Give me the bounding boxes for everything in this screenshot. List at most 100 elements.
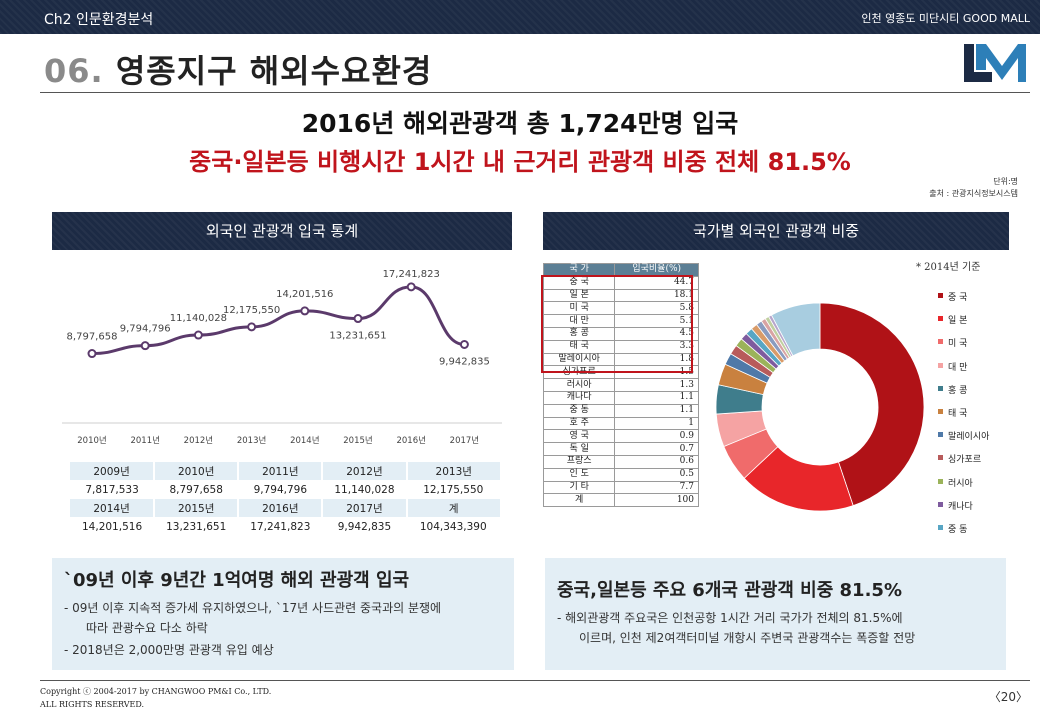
legend-label: 중 국 bbox=[948, 293, 968, 303]
country-row: 영 국 0.9 bbox=[542, 429, 699, 444]
country-name: 인 도 bbox=[542, 467, 616, 482]
title-divider bbox=[40, 92, 1030, 93]
summary-left-line1: - 09년 이후 지속적 증가세 유지하였으나, `17년 사드관련 중국과의 … bbox=[64, 601, 442, 615]
project-name: 인천 영종도 미단시티 GOOD MALL bbox=[861, 12, 1030, 25]
legend-swatch bbox=[938, 316, 943, 322]
year-value-cell: 9,942,835 bbox=[322, 517, 407, 536]
country-row: 중 동 1.1 bbox=[542, 403, 699, 418]
country-name: 프랑스 bbox=[542, 454, 616, 469]
legend-swatch bbox=[938, 362, 943, 368]
legend-swatch bbox=[938, 293, 943, 298]
headline-secondary: 중국·일본등 비행시간 1시간 내 근거리 관광객 비중 전체 81.5% bbox=[189, 148, 851, 176]
legend-label: 홍 콩 bbox=[948, 385, 968, 396]
legend-label: 캐나다 bbox=[948, 501, 973, 512]
country-share: 1.1 bbox=[614, 390, 699, 405]
country-row: 계 100 bbox=[542, 493, 699, 508]
summary-left-line3: - 2018년은 2,000만명 관광객 유입 예상 bbox=[64, 643, 274, 657]
legend-label: 태 국 bbox=[948, 408, 968, 419]
year-value-row: 14,201,516 13,231,651 17,241,823 9,942,835 1… bbox=[70, 517, 500, 536]
year-value-row: 7,817,533 8,797,658 9,794,796 11,140,028 12,… bbox=[70, 480, 500, 499]
legend-item: 러시아 bbox=[938, 476, 989, 499]
visitor-line-chart: 2010년 2011년 2012년 2013년 2014년 2015년 2016년 2017년… bbox=[62, 269, 502, 446]
chapter-label: Ch2 인문환경분석 bbox=[44, 12, 154, 28]
top-banner: Ch2 인문환경분석 인천 영종도 미단시티 GOOD MALL bbox=[0, 0, 1040, 34]
rights-text: ALL RIGHTS RESERVED. bbox=[40, 700, 145, 709]
section-number: 06. bbox=[44, 52, 104, 90]
legend-swatch bbox=[938, 385, 943, 391]
page-title: 06. 영종지구 해외수요환경 bbox=[44, 46, 432, 92]
country-name: 기 타 bbox=[542, 480, 616, 495]
legend-label: 중 동 bbox=[948, 524, 968, 535]
data-label: 14,201,516 bbox=[276, 289, 333, 300]
year-header-cell: 2014년 bbox=[70, 499, 155, 518]
x-tick-label: 2010년 bbox=[77, 435, 106, 446]
legend-label: 말레이시아 bbox=[948, 432, 990, 443]
donut-slice bbox=[770, 302, 821, 357]
country-share: 100 bbox=[614, 493, 699, 508]
year-value-cell: 12,175,550 bbox=[406, 480, 500, 499]
country-share: 0.7 bbox=[614, 442, 699, 456]
country-name: 중 동 bbox=[542, 403, 616, 418]
data-point bbox=[140, 341, 150, 351]
legend-item: 미 국 bbox=[938, 336, 989, 359]
x-tick-label: 2014년 bbox=[290, 435, 319, 446]
country-name: 캐나다 bbox=[542, 390, 616, 405]
data-point bbox=[193, 330, 203, 340]
legend-item: 중 국 bbox=[938, 290, 989, 313]
section-title: 영종지구 해외수요환경 bbox=[115, 52, 433, 90]
legend-label: 일 본 bbox=[948, 316, 968, 327]
year-header-cell: 2013년 bbox=[405, 462, 500, 481]
legend-label: 싱가포르 bbox=[948, 455, 982, 466]
data-point bbox=[406, 282, 416, 292]
year-value-cell: 7,817,533 bbox=[70, 480, 155, 499]
headline-primary: 2016년 해외관광객 총 1,724만명 입국 bbox=[301, 109, 739, 138]
x-tick-label: 2016년 bbox=[396, 435, 425, 446]
country-row: 프랑스 0.6 bbox=[542, 454, 699, 469]
country-share: 1.1 bbox=[614, 403, 699, 418]
country-share: 7.7 bbox=[614, 480, 699, 495]
country-name: 계 bbox=[542, 493, 616, 508]
x-tick-label: 2012년 bbox=[184, 435, 213, 446]
copyright-block: Copyright ⓒ 2004-2017 by CHANGWOO PM&I C… bbox=[40, 685, 271, 711]
page-number: 〈20〉 bbox=[988, 690, 1028, 704]
data-point bbox=[87, 349, 97, 359]
summary-right-heading: 중국,일본등 주요 6개국 관광객 비중 81.5% bbox=[557, 580, 902, 601]
left-panel-header: 외국인 관광객 입국 통계 bbox=[52, 212, 512, 250]
legend-swatch bbox=[938, 524, 943, 530]
year-header-row: 2009년 2010년 2011년 2012년 2013년 bbox=[70, 462, 500, 481]
footer-divider bbox=[40, 680, 1030, 681]
data-label: 11,140,028 bbox=[170, 313, 227, 324]
year-header-cell: 2017년 bbox=[321, 499, 407, 518]
unit-label: 단위:명 bbox=[993, 177, 1018, 186]
summary-left-heading: `09년 이후 9년간 1억여명 해외 관광객 입국 bbox=[64, 570, 410, 591]
year-header-cell: 2012년 bbox=[321, 462, 407, 481]
legend-item: 홍 콩 bbox=[938, 383, 989, 406]
legend-swatch bbox=[938, 478, 943, 484]
legend-swatch bbox=[938, 432, 943, 438]
year-value-cell: 13,231,651 bbox=[154, 517, 239, 536]
data-point bbox=[300, 306, 310, 316]
legend-label: 대 만 bbox=[948, 362, 968, 373]
x-tick-label: 2013년 bbox=[237, 435, 266, 446]
country-share: 0.5 bbox=[614, 467, 699, 482]
summary-right-line1: - 해외관광객 주요국은 인천공항 1시간 거리 국가가 전체의 81.5%에 bbox=[557, 611, 903, 625]
year-header-cell: 계 bbox=[405, 499, 500, 518]
base-year-note: * 2014년 기준 bbox=[916, 262, 981, 273]
country-name: 호 주 bbox=[542, 416, 616, 431]
copyright-text: Copyright ⓒ 2004-2017 by CHANGWOO PM&I C… bbox=[40, 687, 272, 696]
country-row: 인 도 0.5 bbox=[542, 467, 699, 482]
country-row: 미 국 5.8 bbox=[542, 301, 699, 316]
source-label: 출처 : 관광지식정보시스템 bbox=[929, 189, 1018, 198]
summary-box-right: 중국,일본등 주요 6개국 관광객 비중 81.5% - 해외관광객 주요국은 … bbox=[545, 558, 1006, 670]
country-row: 말레이시아 1.8 bbox=[542, 352, 699, 367]
year-value-cell: 11,140,028 bbox=[322, 480, 407, 499]
legend-item: 싱가포르 bbox=[938, 452, 989, 475]
right-panel-header: 국가별 외국인 관광객 비중 bbox=[543, 212, 1009, 250]
donut-slice bbox=[819, 302, 925, 507]
legend-swatch bbox=[938, 501, 943, 507]
country-row: 캐나다 1.1 bbox=[542, 390, 699, 405]
year-value-cell: 9,794,796 bbox=[238, 480, 323, 499]
